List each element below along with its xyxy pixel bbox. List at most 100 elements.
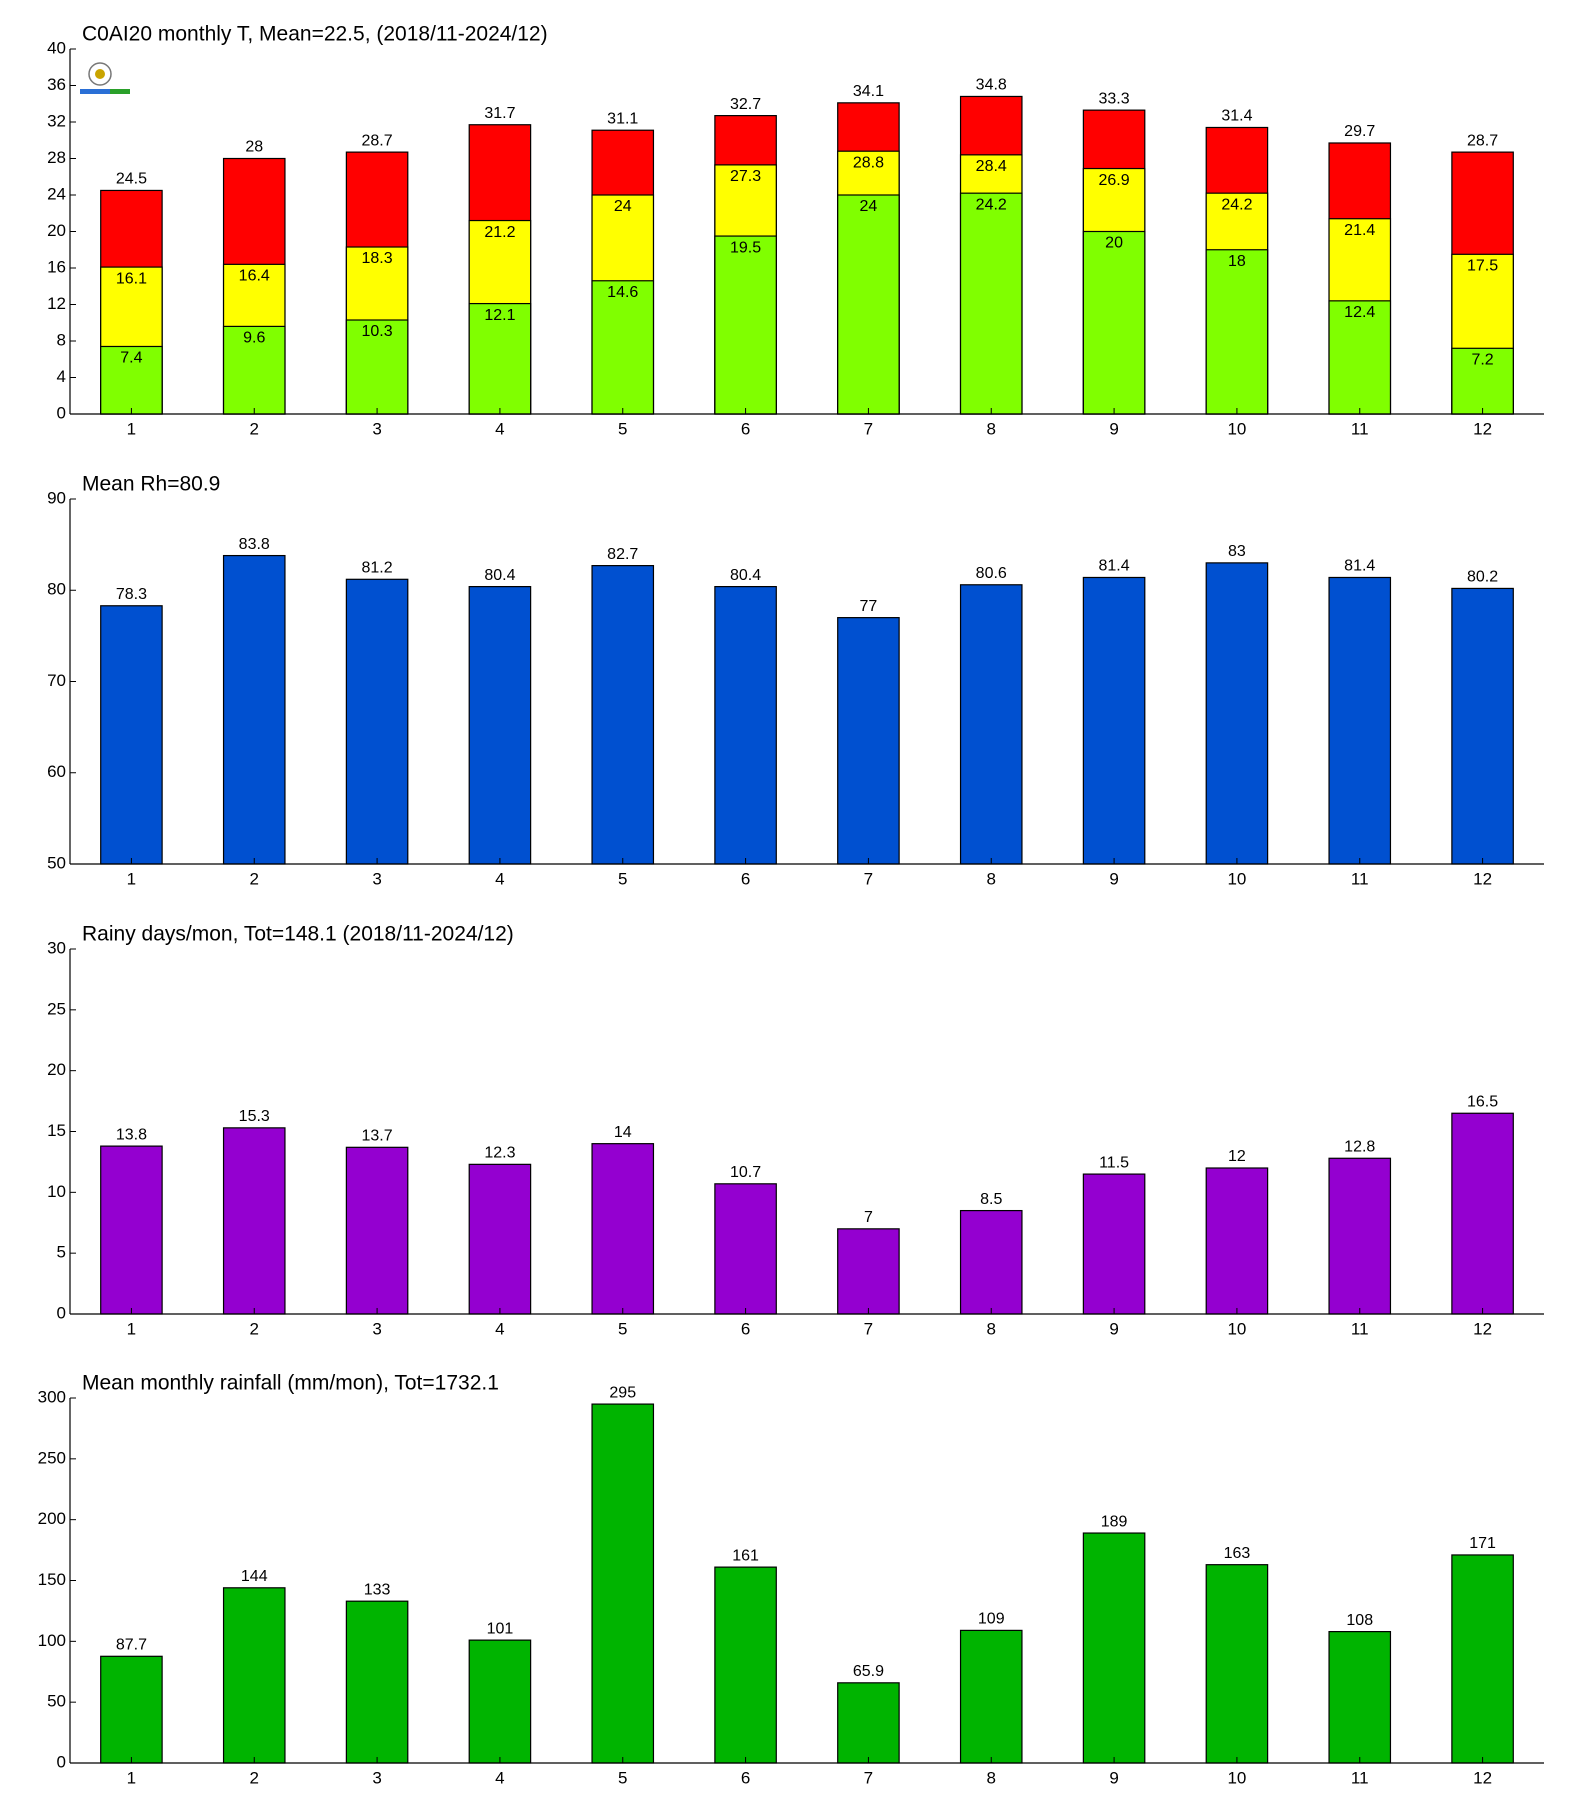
bar xyxy=(591,565,655,865)
y-tick-label: 80 xyxy=(47,580,66,599)
bar xyxy=(1205,249,1269,415)
value-label: 21.4 xyxy=(1344,222,1375,239)
bar xyxy=(100,1145,163,1315)
y-tick-label: 300 xyxy=(38,1387,66,1406)
x-tick-label: 11 xyxy=(1351,1319,1369,1338)
value-label: 7.2 xyxy=(1471,352,1493,369)
bar xyxy=(468,302,532,415)
value-label: 24.2 xyxy=(1221,196,1252,213)
bar xyxy=(222,325,286,415)
bar xyxy=(1328,1157,1392,1315)
bar xyxy=(837,1228,900,1315)
y-tick-label: 28 xyxy=(47,148,66,167)
bar xyxy=(222,554,286,865)
value-label: 8.5 xyxy=(980,1191,1002,1208)
y-tick-label: 200 xyxy=(38,1509,66,1528)
value-label: 109 xyxy=(978,1611,1005,1628)
value-label: 10.7 xyxy=(730,1164,761,1181)
value-label: 28.7 xyxy=(1467,132,1498,149)
value-label: 189 xyxy=(1101,1513,1128,1530)
value-label: 101 xyxy=(487,1620,514,1637)
x-tick-label: 2 xyxy=(250,1319,259,1338)
bar xyxy=(1205,1167,1269,1315)
y-tick-label: 36 xyxy=(47,75,66,94)
bar xyxy=(1328,1630,1392,1764)
value-label: 12.1 xyxy=(484,307,515,324)
value-label: 32.7 xyxy=(730,96,761,113)
value-label: 78.3 xyxy=(116,586,147,603)
bar xyxy=(222,1587,286,1764)
y-tick-label: 8 xyxy=(57,330,66,349)
bar xyxy=(100,605,163,865)
x-tick-label: 7 xyxy=(864,1768,873,1787)
x-tick-label: 3 xyxy=(372,1319,381,1338)
y-tick-label: 50 xyxy=(47,1692,66,1711)
value-label: 16.4 xyxy=(239,268,270,285)
value-label: 163 xyxy=(1224,1545,1251,1562)
value-label: 21.2 xyxy=(484,224,515,241)
x-tick-label: 3 xyxy=(372,869,381,888)
bar xyxy=(1082,230,1146,415)
value-label: 34.8 xyxy=(976,77,1007,94)
y-tick-label: 32 xyxy=(47,111,66,130)
y-tick-label: 90 xyxy=(47,488,66,507)
y-tick-label: 10 xyxy=(47,1182,66,1201)
bar xyxy=(468,1639,532,1764)
value-label: 16.5 xyxy=(1467,1093,1498,1110)
bar xyxy=(1451,1554,1514,1764)
bar xyxy=(959,584,1023,865)
value-label: 19.5 xyxy=(730,239,761,256)
value-label: 7.4 xyxy=(120,350,142,367)
x-tick-label: 6 xyxy=(741,1768,750,1787)
value-label: 80.6 xyxy=(976,565,1007,582)
y-tick-label: 16 xyxy=(47,257,66,276)
value-label: 161 xyxy=(732,1547,759,1564)
value-label: 133 xyxy=(364,1581,391,1598)
bar xyxy=(1082,1173,1146,1315)
x-tick-label: 9 xyxy=(1109,419,1118,438)
x-tick-label: 6 xyxy=(741,869,750,888)
x-tick-label: 3 xyxy=(372,419,381,438)
chart-title: C0AI20 monthly T, Mean=22.5, (2018/11-20… xyxy=(82,23,548,46)
value-label: 80.4 xyxy=(484,567,515,584)
value-label: 28.8 xyxy=(853,154,884,171)
x-tick-label: 12 xyxy=(1473,869,1492,888)
value-label: 108 xyxy=(1346,1612,1373,1629)
x-tick-label: 2 xyxy=(250,419,259,438)
x-tick-label: 9 xyxy=(1109,1768,1118,1787)
y-tick-label: 0 xyxy=(57,1752,66,1771)
value-label: 26.9 xyxy=(1099,172,1130,189)
value-label: 83.8 xyxy=(239,536,270,553)
x-tick-label: 1 xyxy=(127,419,136,438)
chart-title: Mean Rh=80.9 xyxy=(82,473,220,496)
value-label: 12.8 xyxy=(1344,1138,1375,1155)
bar xyxy=(591,1143,655,1315)
y-tick-label: 250 xyxy=(38,1448,66,1467)
value-label: 29.7 xyxy=(1344,123,1375,140)
x-tick-label: 7 xyxy=(864,419,873,438)
bar xyxy=(1328,300,1392,415)
value-label: 7 xyxy=(864,1209,873,1226)
value-label: 12.4 xyxy=(1344,304,1375,321)
y-tick-label: 20 xyxy=(47,221,66,240)
value-label: 13.7 xyxy=(362,1128,393,1145)
value-label: 10.3 xyxy=(362,323,393,340)
bar xyxy=(222,1127,286,1315)
x-tick-label: 10 xyxy=(1227,419,1246,438)
x-tick-label: 2 xyxy=(250,869,259,888)
bar xyxy=(1082,576,1146,865)
bar xyxy=(1082,1532,1146,1764)
bar xyxy=(837,194,900,415)
value-label: 81.4 xyxy=(1099,558,1130,575)
x-tick-label: 8 xyxy=(987,869,996,888)
value-label: 31.7 xyxy=(484,105,515,122)
bar xyxy=(345,1146,409,1315)
x-tick-label: 1 xyxy=(127,1768,136,1787)
value-label: 80.4 xyxy=(730,567,761,584)
y-tick-label: 12 xyxy=(47,294,66,313)
x-tick-label: 5 xyxy=(618,419,627,438)
x-tick-label: 7 xyxy=(864,1319,873,1338)
y-tick-label: 70 xyxy=(47,671,66,690)
